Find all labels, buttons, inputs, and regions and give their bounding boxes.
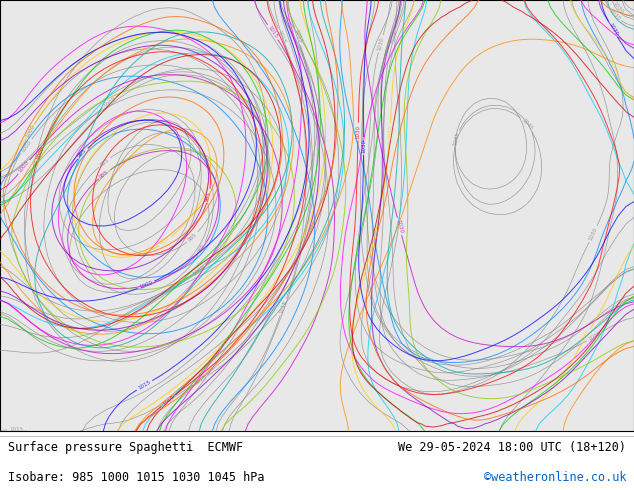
Text: 985: 985 — [187, 232, 198, 243]
Text: 1030: 1030 — [361, 139, 366, 153]
Text: 985: 985 — [205, 191, 212, 202]
Text: 1030: 1030 — [588, 226, 598, 241]
Text: 1030: 1030 — [607, 8, 621, 22]
Text: 1000: 1000 — [25, 124, 36, 139]
Text: 1030: 1030 — [396, 219, 404, 234]
Text: 1000: 1000 — [18, 160, 30, 174]
Text: 1030: 1030 — [356, 124, 361, 139]
Text: 1045: 1045 — [452, 131, 460, 146]
Text: 1000: 1000 — [138, 280, 153, 290]
Text: 1030: 1030 — [580, 329, 592, 344]
Text: 1015: 1015 — [137, 380, 152, 391]
Text: 1030: 1030 — [612, 1, 624, 15]
Text: 985: 985 — [197, 243, 207, 254]
Text: 1015: 1015 — [293, 29, 302, 44]
Text: 1030: 1030 — [387, 124, 393, 139]
Text: 1015: 1015 — [216, 337, 230, 350]
Text: 985: 985 — [99, 157, 110, 168]
Text: ©weatheronline.co.uk: ©weatheronline.co.uk — [484, 470, 626, 484]
Text: 1015: 1015 — [277, 29, 287, 44]
Text: 985: 985 — [77, 148, 88, 159]
Text: 1045: 1045 — [521, 117, 533, 131]
Text: Isobare: 985 1000 1015 1030 1045 hPa: Isobare: 985 1000 1015 1030 1045 hPa — [8, 470, 264, 484]
Text: 1030: 1030 — [387, 29, 397, 44]
Text: 1000: 1000 — [36, 146, 45, 160]
Text: 1015: 1015 — [193, 374, 208, 386]
Text: Surface pressure Spaghetti  ECMWF: Surface pressure Spaghetti ECMWF — [8, 441, 243, 454]
Text: 1030: 1030 — [377, 36, 385, 51]
Text: 1000: 1000 — [18, 133, 30, 147]
Text: We 29-05-2024 18:00 UTC (18+120): We 29-05-2024 18:00 UTC (18+120) — [398, 441, 626, 454]
Text: 1030: 1030 — [588, 330, 602, 342]
Text: 985: 985 — [99, 169, 110, 179]
Text: 1015: 1015 — [9, 427, 23, 432]
Text: 985: 985 — [160, 236, 171, 246]
Text: 1000: 1000 — [20, 139, 32, 153]
Text: 1015: 1015 — [162, 394, 176, 407]
Text: 1015: 1015 — [278, 299, 288, 315]
Text: 1030: 1030 — [607, 22, 619, 37]
Text: 1000: 1000 — [192, 264, 206, 277]
Text: 1015: 1015 — [267, 25, 279, 39]
Text: 1030: 1030 — [607, 58, 618, 73]
Text: 1000: 1000 — [103, 96, 117, 109]
